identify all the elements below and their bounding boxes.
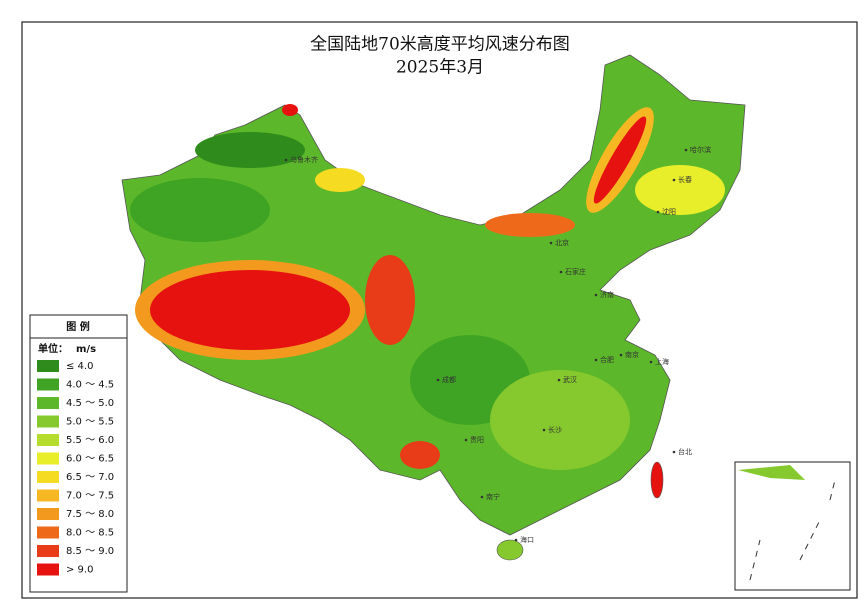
legend-label: 5.5 ～ 6.0 [66,435,114,446]
city-label: 南京 [625,350,639,359]
city-label: 合肥 [600,355,614,364]
region [195,132,305,168]
legend-label: > 9.0 [66,565,93,576]
inset-frame [734,461,851,591]
region [593,116,647,204]
city-dot [464,438,468,442]
legend-swatch [37,378,59,391]
china-map [121,54,746,561]
legend: 图 例 单位： m/s ≤ 4.0 4.0 ～ 4.5 4.5 ～ 5.0 5.0 ～… [29,314,128,593]
region [282,104,298,116]
legend-title: 图 例 [66,320,89,333]
subtitle: 2025年3月 [396,58,484,78]
south-china-sea-inset [734,461,851,591]
hainan [496,539,524,561]
city-dot [684,148,688,152]
region [400,441,440,469]
city-dot [649,360,653,364]
legend-label: ≤ 4.0 [66,361,93,372]
city-dot [549,241,553,245]
city-dot [542,428,546,432]
city-label: 石家庄 [565,267,586,276]
title: 全国陆地70米高度平均风速分布图 [310,35,570,55]
legend-unit: m/s [76,344,96,355]
legend-swatch [37,434,59,446]
city-label: 乌鲁木齐 [290,155,318,164]
legend-swatch [37,563,59,576]
legend-swatch [37,489,59,502]
legend-label: 8.5 ～ 9.0 [66,546,114,557]
legend-swatch [37,508,59,520]
region [485,213,575,237]
legend-swatch [37,397,59,409]
region [315,168,365,192]
legend-swatch [37,415,59,428]
legend-swatch [37,526,59,539]
legend-swatch [37,471,59,483]
city-label: 海口 [520,535,534,544]
region [365,255,415,345]
city-dot [619,353,623,357]
region [635,165,725,215]
city-dot [514,538,518,542]
legend-label: 7.0 ～ 7.5 [66,491,114,502]
region [130,178,270,242]
city-dot [557,378,561,382]
city-dot [480,495,484,499]
city-label: 南宁 [486,492,500,501]
legend-swatch [37,360,59,372]
city-label: 武汉 [563,375,577,384]
inset-land [738,465,805,480]
city-dot [594,293,598,297]
legend-swatch [37,452,59,465]
city-dot [559,270,563,274]
city-dot [436,378,440,382]
city-dot [672,178,676,182]
city-label: 长春 [678,175,692,184]
legend-label: 6.5 ～ 7.0 [66,472,114,483]
city-label: 北京 [555,238,569,247]
legend-label: 7.5 ～ 8.0 [66,509,114,520]
region [150,270,350,350]
legend-label: 5.0 ～ 5.5 [66,417,114,428]
city-label: 哈尔滨 [690,145,711,154]
region [490,370,630,470]
city-label: 济南 [600,290,614,299]
boundary-line [749,479,836,581]
city-dot [672,450,676,454]
city-label: 台北 [678,447,692,456]
legend-label: 6.0 ～ 6.5 [66,454,114,465]
city-label: 沈阳 [662,207,676,216]
city-label: 长沙 [548,425,562,434]
legend-swatch [37,545,59,557]
city-dot [656,210,660,214]
taiwan [650,461,664,499]
city-label: 成都 [442,375,456,384]
city-dot [284,158,288,162]
city-label: 贵阳 [470,435,484,444]
legend-unit-label: 单位： [38,342,68,355]
city-dot [594,358,598,362]
legend-label: 4.0 ～ 4.5 [66,380,114,391]
legend-label: 4.5 ～ 5.0 [66,398,114,409]
legend-label: 8.0 ～ 8.5 [66,528,114,539]
city-label: 上海 [655,357,669,366]
